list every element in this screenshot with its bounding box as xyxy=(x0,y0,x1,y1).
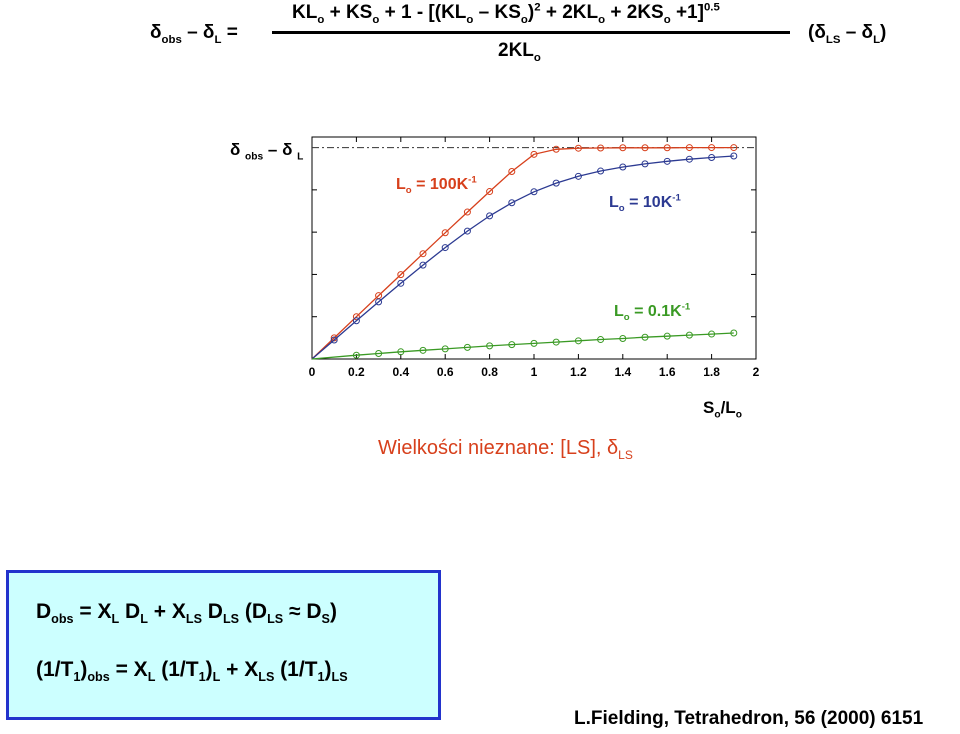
series-point-1 xyxy=(574,172,582,180)
series-point-0 xyxy=(574,144,582,152)
x-tick-label: 1.2 xyxy=(570,365,587,379)
series-point-0 xyxy=(708,144,716,152)
equation-denominator: 2KLo xyxy=(498,40,541,64)
relations-box xyxy=(6,570,441,720)
series-point-1 xyxy=(685,155,693,163)
series-point-2 xyxy=(663,332,671,340)
x-tick-label: 1.6 xyxy=(659,365,676,379)
series-point-0 xyxy=(419,250,427,258)
series-point-1 xyxy=(375,298,383,306)
series-label-0-1: Lo = 0.1K-1 xyxy=(614,301,691,324)
series-point-1 xyxy=(663,157,671,165)
series-point-1 xyxy=(463,227,471,235)
series-point-2 xyxy=(375,350,383,358)
x-tick-label: 2 xyxy=(753,365,760,379)
x-axis-label: So/Lo xyxy=(703,398,742,421)
x-tick-label: 1.4 xyxy=(614,365,631,379)
citation: L.Fielding, Tetrahedron, 56 (2000) 6151 xyxy=(574,708,924,729)
series-point-1 xyxy=(508,199,516,207)
series-point-1 xyxy=(352,317,360,325)
x-tick-label: 0.2 xyxy=(348,365,365,379)
plot-frame xyxy=(311,136,757,360)
y-axis-label: δ obs – δ L xyxy=(230,140,304,163)
equation-rhs: (δLS – δL) xyxy=(808,22,887,46)
series-point-2 xyxy=(708,330,716,338)
x-tick-label: 0.8 xyxy=(481,365,498,379)
series-label-10: Lo = 10K-1 xyxy=(609,192,681,215)
series-point-2 xyxy=(685,331,693,339)
series-point-0 xyxy=(508,167,516,175)
series-point-2 xyxy=(419,346,427,354)
series-point-0 xyxy=(730,144,738,152)
series-point-1 xyxy=(397,279,405,287)
series-point-0 xyxy=(552,145,560,153)
series-point-2 xyxy=(641,333,649,341)
series-point-1 xyxy=(552,179,560,187)
series-point-1 xyxy=(330,336,338,344)
equation-numerator: KLo + KSo + 1 - [(KLo – KSo)2 + 2KLo + 2… xyxy=(292,1,720,26)
series-point-2 xyxy=(508,341,516,349)
series-point-0 xyxy=(397,271,405,279)
x-tick-label: 1 xyxy=(531,365,538,379)
series-point-1 xyxy=(419,261,427,269)
series-point-0 xyxy=(641,144,649,152)
series-point-1 xyxy=(708,154,716,162)
series-point-2 xyxy=(730,329,738,337)
series-point-1 xyxy=(641,160,649,168)
series-point-1 xyxy=(486,212,494,220)
series-point-2 xyxy=(574,337,582,345)
series-point-1 xyxy=(530,188,538,196)
series-point-0 xyxy=(352,313,360,321)
series-line-1 xyxy=(311,155,734,360)
series-point-1 xyxy=(441,244,449,252)
x-tick-label: 1.8 xyxy=(703,365,720,379)
equation-lhs: δobs – δL = xyxy=(150,22,238,46)
x-tick-label: 0.6 xyxy=(437,365,454,379)
series-point-2 xyxy=(552,338,560,346)
unknowns-text: Wielkości nieznane: [LS], δLS xyxy=(378,437,633,462)
series-point-0 xyxy=(685,144,693,152)
series-point-0 xyxy=(597,144,605,152)
series-point-0 xyxy=(463,208,471,216)
series-point-1 xyxy=(619,163,627,171)
series-point-0 xyxy=(441,229,449,237)
series-point-0 xyxy=(663,144,671,152)
series-point-2 xyxy=(352,351,360,359)
series-point-1 xyxy=(597,167,605,175)
relaxation-relation: (1/T1)obs = XL (1/T1)L + XLS (1/T1)LS xyxy=(36,658,348,685)
series-point-0 xyxy=(619,144,627,152)
x-tick-label: 0.4 xyxy=(392,365,409,379)
fraction-bar xyxy=(272,31,790,34)
series-point-2 xyxy=(486,342,494,350)
series-line-2 xyxy=(311,332,734,360)
x-tick-label: 0 xyxy=(309,365,316,379)
series-point-1 xyxy=(730,152,738,160)
diffusion-relation: Dobs = XL DL + XLS DLS (DLS ≈ DS) xyxy=(36,600,337,627)
series-point-0 xyxy=(530,150,538,158)
series-point-0 xyxy=(486,188,494,196)
series-point-2 xyxy=(530,339,538,347)
series-line-0 xyxy=(311,146,734,360)
series-point-2 xyxy=(463,343,471,351)
series-point-2 xyxy=(619,334,627,342)
series-point-2 xyxy=(597,336,605,344)
series-point-2 xyxy=(441,345,449,353)
series-point-2 xyxy=(397,348,405,356)
series-label-100: Lo = 100K-1 xyxy=(396,174,477,197)
